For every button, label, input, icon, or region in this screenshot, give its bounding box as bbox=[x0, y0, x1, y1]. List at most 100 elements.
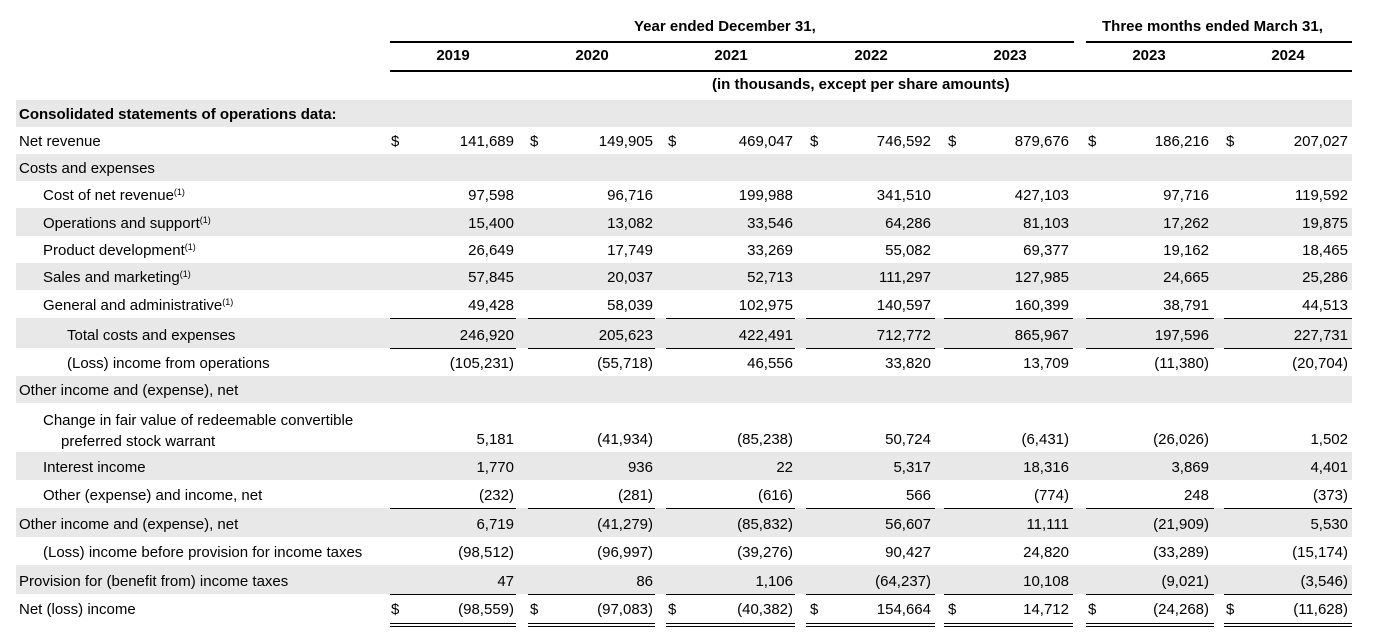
cell-value: 14,712 bbox=[1023, 601, 1069, 618]
row-label-text: General and administrative bbox=[43, 297, 223, 314]
cell-value: 1,502 bbox=[1310, 431, 1348, 448]
currency-symbol: $ bbox=[948, 601, 957, 618]
subtotal-rule bbox=[666, 318, 795, 319]
subtotal-rule bbox=[806, 348, 935, 349]
subtotal-rule bbox=[806, 318, 935, 319]
header-year-group: Year ended December 31, bbox=[634, 18, 816, 35]
row-label: Product development(1) bbox=[43, 242, 196, 259]
cell-value: 160,399 bbox=[1014, 297, 1069, 314]
units-note: (in thousands, except per share amounts) bbox=[712, 76, 1010, 93]
cell-value: 207,027 bbox=[1293, 133, 1348, 150]
subtotal-rule bbox=[806, 594, 935, 595]
cell-value: (9,021) bbox=[1161, 573, 1209, 590]
cell-value: (24,268) bbox=[1153, 601, 1209, 618]
cell-value: (96,997) bbox=[597, 544, 653, 561]
cell-value: 936 bbox=[627, 459, 653, 476]
total-double-rule bbox=[666, 623, 795, 627]
row-band bbox=[16, 376, 1352, 403]
subtotal-rule bbox=[806, 508, 935, 509]
total-double-rule bbox=[944, 623, 1073, 627]
subtotal-rule bbox=[390, 348, 516, 349]
cell-value: 154,664 bbox=[876, 601, 931, 618]
cell-value: 64,286 bbox=[885, 215, 931, 232]
subtotal-rule bbox=[390, 594, 516, 595]
cell-value: 205,623 bbox=[598, 327, 653, 344]
total-double-rule bbox=[390, 623, 516, 627]
cell-value: 149,905 bbox=[598, 133, 653, 150]
cell-value: 140,597 bbox=[876, 297, 931, 314]
total-double-rule bbox=[528, 623, 655, 627]
cell-value: 96,716 bbox=[607, 187, 653, 204]
cell-value: 427,103 bbox=[1014, 187, 1069, 204]
cell-value: (98,512) bbox=[458, 544, 514, 561]
cell-value: 199,988 bbox=[738, 187, 793, 204]
cell-value: 102,975 bbox=[738, 297, 793, 314]
cell-value: (85,238) bbox=[737, 431, 793, 448]
subtotal-rule bbox=[1224, 348, 1352, 349]
row-label: Other (expense) and income, net bbox=[43, 487, 262, 504]
subtotal-rule bbox=[1086, 594, 1214, 595]
subtotal-rule bbox=[666, 508, 795, 509]
cell-value: 1,770 bbox=[476, 459, 514, 476]
cell-value: 33,546 bbox=[747, 215, 793, 232]
cell-value: 197,596 bbox=[1154, 327, 1209, 344]
row-label: Costs and expenses bbox=[19, 160, 155, 177]
cell-value: 127,985 bbox=[1014, 269, 1069, 286]
currency-symbol: $ bbox=[391, 601, 400, 618]
row-band bbox=[16, 318, 1352, 348]
cell-value: (373) bbox=[1312, 487, 1348, 504]
cell-value: 119,592 bbox=[1294, 187, 1348, 204]
footnote-marker: (1) bbox=[222, 297, 234, 307]
cell-value: 55,082 bbox=[885, 242, 931, 259]
cell-value: 6,719 bbox=[476, 516, 514, 533]
subtotal-rule bbox=[1224, 594, 1352, 595]
cell-value: 97,598 bbox=[468, 187, 514, 204]
row-label-text: Operations and support bbox=[43, 215, 200, 232]
subtotal-rule bbox=[528, 594, 655, 595]
row-band bbox=[16, 565, 1352, 594]
subtotal-rule bbox=[1086, 508, 1214, 509]
cell-value: 33,820 bbox=[885, 355, 931, 372]
cell-value: (774) bbox=[1033, 487, 1069, 504]
cell-value: 227,731 bbox=[1293, 327, 1348, 344]
row-label-text: Net (loss) income bbox=[19, 601, 136, 618]
cell-value: (281) bbox=[617, 487, 653, 504]
currency-symbol: $ bbox=[1226, 601, 1235, 618]
currency-symbol: $ bbox=[1088, 133, 1097, 150]
row-label-text: Net revenue bbox=[19, 133, 101, 150]
cell-value: 186,216 bbox=[1154, 133, 1209, 150]
cell-value: (41,279) bbox=[597, 516, 653, 533]
currency-symbol: $ bbox=[1088, 601, 1097, 618]
row-label-text: (Loss) income before provision for incom… bbox=[43, 544, 363, 561]
row-label: Total costs and expenses bbox=[67, 327, 235, 344]
cell-value: 13,082 bbox=[607, 215, 653, 232]
row-label: Provision for (benefit from) income taxe… bbox=[19, 573, 288, 590]
row-label: Change in fair value of redeemable conve… bbox=[43, 410, 353, 452]
cell-value: (55,718) bbox=[597, 355, 653, 372]
subtotal-rule bbox=[944, 594, 1073, 595]
row-label-line2: preferred stock warrant bbox=[61, 433, 216, 450]
row-label-text: Provision for (benefit from) income taxe… bbox=[19, 573, 289, 590]
cell-value: 56,607 bbox=[885, 516, 931, 533]
cell-value: (21,909) bbox=[1153, 516, 1209, 533]
cell-value: (33,289) bbox=[1153, 544, 1209, 561]
cell-value: 469,047 bbox=[738, 133, 793, 150]
currency-symbol: $ bbox=[810, 133, 819, 150]
cell-value: 17,749 bbox=[607, 242, 653, 259]
cell-value: 5,181 bbox=[476, 431, 514, 448]
cell-value: 4,401 bbox=[1310, 459, 1348, 476]
row-label: Interest income bbox=[43, 459, 146, 476]
subtotal-rule bbox=[390, 318, 516, 319]
currency-symbol: $ bbox=[530, 601, 539, 618]
cell-value: 10,108 bbox=[1023, 573, 1069, 590]
cell-value: 865,967 bbox=[1014, 327, 1069, 344]
cell-value: 57,845 bbox=[468, 269, 514, 286]
subtotal-rule bbox=[666, 348, 795, 349]
currency-symbol: $ bbox=[530, 133, 539, 150]
cell-value: (85,832) bbox=[737, 516, 793, 533]
row-label: Other income and (expense), net bbox=[19, 516, 238, 533]
cell-value: 1,106 bbox=[755, 573, 793, 590]
cell-value: 24,665 bbox=[1163, 269, 1209, 286]
cell-value: (64,237) bbox=[875, 573, 931, 590]
cell-value: (232) bbox=[478, 487, 514, 504]
